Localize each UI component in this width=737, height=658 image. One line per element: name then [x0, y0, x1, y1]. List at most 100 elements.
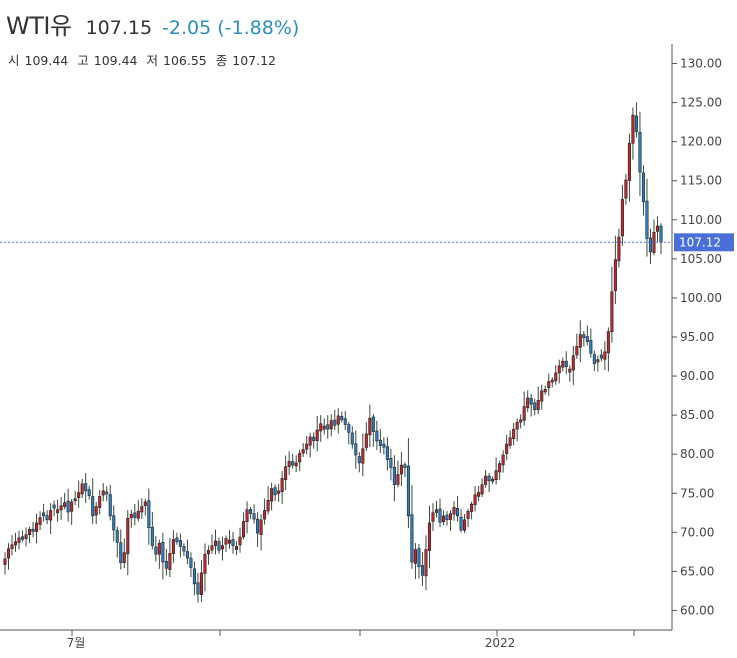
- candle: [340, 411, 344, 423]
- candle: [624, 173, 628, 205]
- candle: [154, 536, 158, 562]
- candle: [431, 503, 435, 531]
- candle-body-up: [301, 449, 305, 454]
- low-value: 106.55: [163, 53, 207, 68]
- candle: [3, 552, 7, 575]
- candle: [315, 415, 319, 452]
- candle-body-up: [522, 406, 526, 421]
- candle-body-up: [49, 510, 53, 521]
- candle: [406, 438, 410, 529]
- candle: [301, 443, 305, 457]
- candle-body-up: [613, 259, 617, 292]
- candle: [505, 435, 509, 461]
- candle: [617, 228, 621, 268]
- candle-body-up: [101, 490, 105, 496]
- candle-body-down: [21, 536, 25, 540]
- candle-body-down: [31, 528, 35, 532]
- quote-header: WTI유 107.15 -2.05 (-1.88%): [6, 6, 299, 40]
- candle-body-up: [515, 421, 519, 430]
- candle: [350, 426, 354, 449]
- candle-body-down: [273, 487, 277, 496]
- candle: [122, 538, 126, 569]
- candle: [519, 414, 523, 429]
- y-tick-label: 65.00: [680, 564, 714, 578]
- candle-body-down: [599, 354, 603, 359]
- candle: [659, 223, 663, 255]
- candle-body-up: [466, 510, 470, 519]
- candle: [91, 478, 95, 525]
- candle-body-up: [498, 463, 502, 473]
- candle-body-up: [463, 519, 467, 531]
- candle: [220, 536, 225, 561]
- candle: [375, 420, 379, 451]
- candle-body-up: [28, 528, 32, 535]
- candle: [347, 421, 351, 445]
- candle-body-up: [575, 346, 579, 356]
- candle-body-up: [59, 505, 63, 511]
- candle-body-up: [322, 425, 326, 430]
- candle-body-down: [589, 340, 593, 354]
- candle: [445, 511, 449, 526]
- candle: [80, 478, 84, 499]
- candle: [385, 437, 389, 471]
- candle-body-down: [648, 237, 653, 253]
- candle-body-up: [519, 419, 523, 423]
- candle: [557, 359, 561, 384]
- candle: [561, 357, 565, 372]
- candle-body-down: [638, 131, 642, 173]
- candle: [638, 111, 642, 196]
- candle: [284, 455, 288, 491]
- candle-body-up: [305, 443, 309, 450]
- candle-body-up: [308, 436, 312, 446]
- candle-body-up: [235, 546, 239, 550]
- candle-body-down: [217, 541, 221, 551]
- candle-body-up: [129, 514, 133, 519]
- candle-body-up: [280, 478, 284, 492]
- candle: [582, 331, 586, 347]
- candle: [213, 529, 218, 555]
- candle-body-down: [645, 200, 649, 239]
- candle-body-up: [550, 379, 554, 383]
- candle: [603, 341, 607, 371]
- candle: [59, 497, 63, 520]
- candle-body-up: [364, 433, 368, 448]
- candle-body-up: [242, 521, 246, 538]
- candle-body-up: [294, 462, 298, 467]
- candle-body-down: [659, 225, 663, 243]
- open-label: 시: [8, 53, 20, 68]
- candle-body-up: [620, 199, 624, 237]
- candle: [298, 449, 302, 472]
- candle-body-up: [298, 453, 302, 463]
- candle: [17, 530, 21, 550]
- candle-body-up: [491, 478, 495, 482]
- candle-body-down: [231, 539, 235, 546]
- candle: [129, 509, 133, 528]
- candle-body-down: [196, 582, 200, 595]
- candle: [196, 572, 200, 603]
- candle: [217, 537, 221, 554]
- y-tick-label: 120.00: [680, 135, 722, 149]
- candle-body-down: [87, 489, 91, 496]
- candle: [487, 473, 491, 493]
- candle: [319, 415, 323, 442]
- candle: [70, 498, 74, 526]
- candle-body-up: [568, 368, 572, 373]
- candle-body-down: [333, 419, 337, 426]
- candle-body-up: [220, 545, 225, 550]
- candle: [498, 460, 502, 480]
- candle: [456, 495, 460, 522]
- candle-body-down: [406, 465, 410, 517]
- candle-body-up: [270, 488, 274, 502]
- candle-body-down: [343, 418, 347, 425]
- candle-body-up: [606, 331, 610, 354]
- candle-body-down: [178, 540, 182, 547]
- candle-body-down: [182, 546, 186, 552]
- candle: [529, 393, 533, 417]
- candle-body-up: [77, 492, 81, 498]
- candle-body-up: [35, 522, 39, 532]
- candle: [655, 216, 660, 242]
- candle: [277, 483, 281, 502]
- candle-body-down: [347, 424, 351, 433]
- candle-layer: [3, 102, 663, 603]
